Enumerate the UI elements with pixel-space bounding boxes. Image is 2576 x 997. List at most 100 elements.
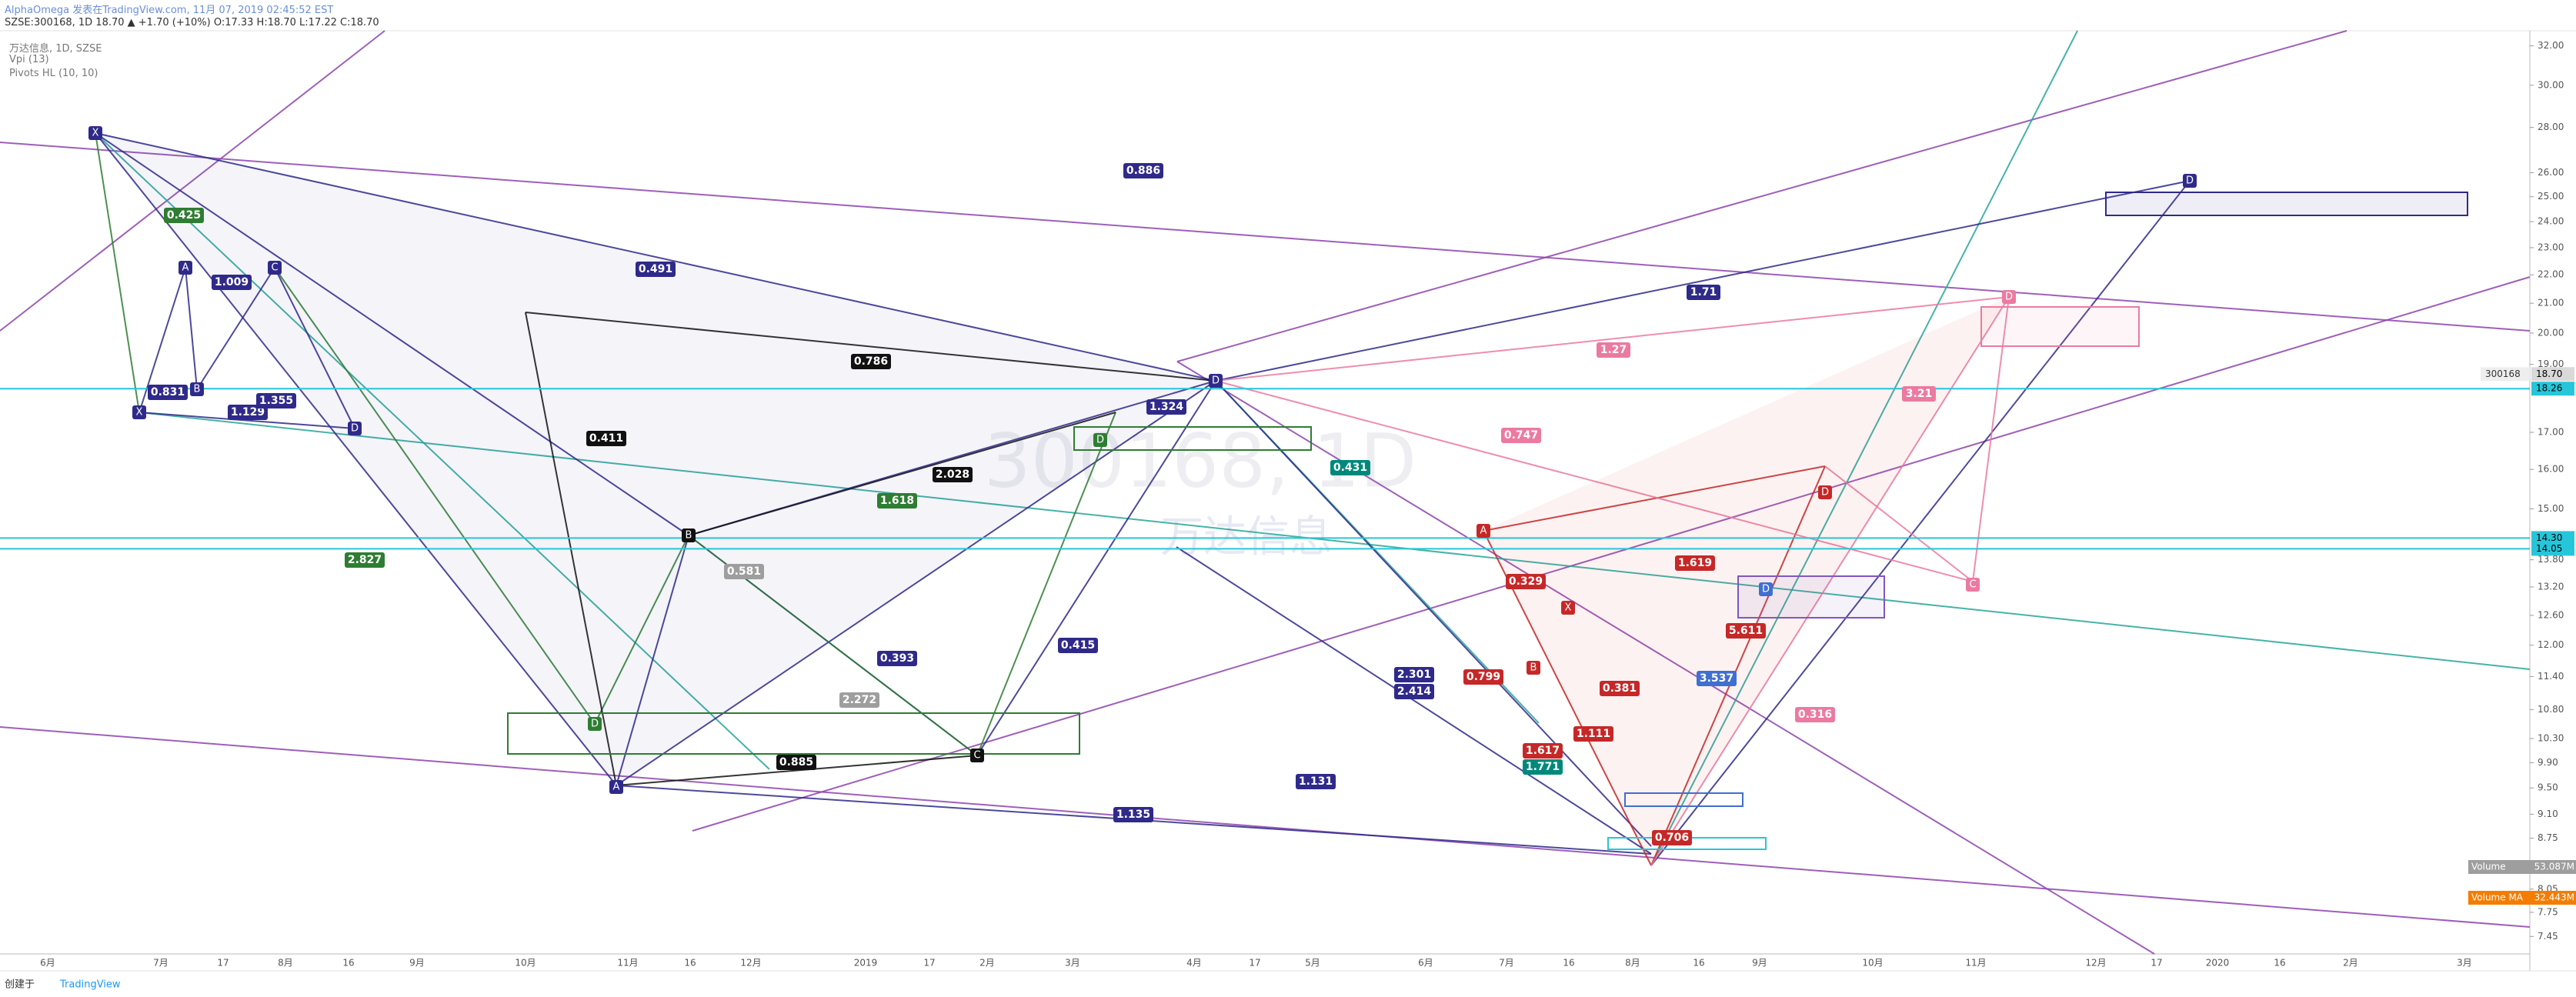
ratio-badge xyxy=(1697,671,1737,686)
drawing-line xyxy=(185,267,198,390)
point-label: A xyxy=(613,782,620,793)
ratio-badge xyxy=(877,493,917,509)
ratio-label: 0.431 xyxy=(1333,462,1367,474)
pattern-fill xyxy=(95,133,1216,785)
drawing-line xyxy=(616,535,689,786)
x-tick-label: 16 xyxy=(1693,958,1704,969)
x-tick-label: 3月 xyxy=(1065,958,1080,969)
footer-created: 创建于 xyxy=(5,979,35,991)
x-tick-label: 12月 xyxy=(740,958,761,969)
drawing-line xyxy=(0,30,385,332)
ratio-label: 5.611 xyxy=(1729,625,1763,637)
y-tick-label: 11.40 xyxy=(2538,671,2564,682)
ratio-badge xyxy=(1523,743,1563,759)
drawing-line xyxy=(1972,296,2010,582)
y-tick-label: 28.00 xyxy=(2538,122,2564,132)
ratio-badge xyxy=(1113,807,1153,822)
pattern-fill xyxy=(1483,297,2009,865)
x-tick-label: 8月 xyxy=(1625,958,1640,969)
x-tick-label: 11月 xyxy=(617,958,638,969)
point-label: X xyxy=(1565,602,1572,614)
ratio-label: 3.21 xyxy=(1906,388,1933,400)
ratio-badge xyxy=(256,393,296,408)
ratio-label: 1.619 xyxy=(1678,557,1712,569)
ratio-badge xyxy=(1597,342,1630,358)
x-tick-label: 6月 xyxy=(40,958,55,969)
drawing-line xyxy=(95,132,1216,382)
drawing-line xyxy=(688,412,1116,536)
x-tick-label: 17 xyxy=(923,958,935,969)
x-tick-label: 16 xyxy=(342,958,354,969)
point-badge xyxy=(970,749,984,762)
symbol-tag xyxy=(2481,367,2530,382)
y-tick-label: 8.75 xyxy=(2538,832,2558,843)
ratio-badge xyxy=(228,405,268,420)
point-badge xyxy=(132,405,146,419)
drawing-line xyxy=(95,132,617,786)
drawing-line xyxy=(525,312,1216,382)
x-tick-label: 10月 xyxy=(1862,958,1883,969)
y-tick-label: 7.45 xyxy=(2538,931,2558,942)
legend-indicator[interactable]: Pivots HL (10, 10) xyxy=(9,68,98,79)
drawing-line xyxy=(692,276,2531,832)
point-label: X xyxy=(136,407,143,418)
y-tick-label: 30.00 xyxy=(2538,79,2564,90)
point-label: D xyxy=(1821,487,1829,498)
drawing-line xyxy=(0,726,2531,928)
ratio-label: 0.329 xyxy=(1509,575,1543,588)
drawing-line xyxy=(976,380,1216,756)
price-tag-label: 18.26 xyxy=(2536,383,2562,394)
drawing-line xyxy=(1483,465,1826,532)
price-tag xyxy=(2531,542,2574,556)
price-tag-label: 14.05 xyxy=(2536,543,2562,554)
legend-indicator[interactable]: Vpi (13) xyxy=(9,54,49,65)
drawing-line xyxy=(1650,180,2191,866)
ratio-label: 2.272 xyxy=(843,694,876,706)
drawing-line xyxy=(594,535,689,725)
x-tick-label: 16 xyxy=(1563,958,1574,969)
ratio-badge xyxy=(636,262,676,277)
ratio-label: 2.827 xyxy=(348,554,382,566)
y-tick-label: 32.00 xyxy=(2538,40,2564,51)
y-tick-label: 15.00 xyxy=(2538,503,2564,514)
ratio-label: 0.747 xyxy=(1504,429,1538,442)
ratio-badge xyxy=(1675,555,1715,571)
ratio-badge xyxy=(148,385,188,400)
footer-brand[interactable]: TradingView xyxy=(59,979,121,991)
x-tick-label: 9月 xyxy=(409,958,425,969)
point-badge xyxy=(268,261,282,275)
point-badge xyxy=(1818,485,1832,499)
drawing-line xyxy=(95,132,770,770)
drawing-line xyxy=(1215,296,2010,382)
drawing-line xyxy=(274,267,355,429)
point-label: D xyxy=(2005,292,2013,303)
x-tick-label: 2019 xyxy=(854,958,878,969)
point-label: D xyxy=(591,719,599,730)
ratio-badge xyxy=(586,431,626,446)
point-badge xyxy=(1209,374,1223,388)
ratio-badge xyxy=(933,467,973,482)
drawing-line xyxy=(1824,465,1974,582)
ratio-badge xyxy=(1726,623,1766,639)
drawing-line xyxy=(1650,296,2010,866)
ratio-label: 1.131 xyxy=(1299,775,1333,788)
ratio-badge xyxy=(724,564,764,579)
y-tick-label: 16.00 xyxy=(2538,464,2564,475)
point-badge xyxy=(588,717,602,731)
x-tick-label: 3月 xyxy=(2457,958,2472,969)
x-tick-label: 6月 xyxy=(1418,958,1433,969)
ratio-label: 2.301 xyxy=(1397,669,1431,681)
ratio-badge xyxy=(1123,163,1163,178)
ratio-badge xyxy=(776,755,816,770)
drawing-line xyxy=(138,412,2531,670)
ratio-badge xyxy=(851,354,891,369)
y-tick-label: 12.60 xyxy=(2538,609,2564,620)
volume-tag-name: Volume xyxy=(2471,862,2506,872)
x-tick-label: 16 xyxy=(2274,958,2285,969)
ratio-badge xyxy=(1652,830,1692,845)
volume-tag-name: Volume MA xyxy=(2471,892,2524,903)
zone-box xyxy=(1624,792,1743,807)
point-label: D xyxy=(1096,435,1104,446)
ratio-badge xyxy=(839,692,879,708)
